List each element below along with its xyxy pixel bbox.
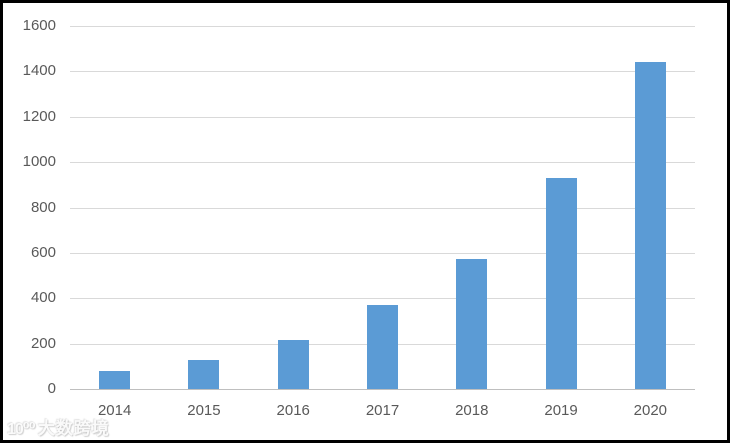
y-axis-tick-label: 1000	[22, 153, 56, 171]
gridline-1600	[70, 26, 695, 27]
gridline-1000	[70, 162, 695, 164]
y-axis-tick-label: 1200	[22, 107, 56, 125]
bar-chart: 0 200 400 600 800 1000 1200 1400 1600 2014 2015 201…	[3, 3, 727, 440]
y-axis-tick-label: 600	[30, 243, 56, 261]
x-axis-tick-label: 2019	[544, 402, 578, 419]
y-axis-tick-label: 400	[30, 289, 56, 307]
bar-2019	[545, 178, 577, 389]
bar-2016	[277, 340, 309, 389]
gridline-1400	[70, 71, 695, 73]
gridline-400	[70, 298, 695, 300]
bar-2017	[367, 305, 398, 389]
x-axis-tick-label: 2015	[187, 402, 221, 419]
x-axis-tick-label: 2020	[633, 402, 668, 419]
y-axis-tick-label: 200	[30, 334, 56, 352]
gridline-1200	[70, 116, 695, 118]
x-axis-tick-label: 2014	[97, 402, 132, 419]
gridline-800	[70, 207, 695, 209]
x-axis-tick-label: 2018	[455, 402, 489, 419]
y-axis-tick-label: 0	[47, 380, 56, 397]
y-axis-tick-label: 1400	[22, 62, 56, 80]
bar-2018	[456, 258, 488, 389]
y-axis-tick-label: 800	[30, 198, 56, 216]
y-axis-tick-label: 1600	[22, 17, 56, 34]
x-axis-tick-label: 2016	[276, 402, 310, 419]
x-axis-line	[70, 389, 695, 390]
gridline-600	[70, 252, 695, 254]
x-axis-tick-label: 2017	[365, 402, 400, 419]
bar-2014	[99, 370, 131, 389]
bar-2015	[188, 359, 220, 389]
bar-2020	[634, 62, 666, 389]
